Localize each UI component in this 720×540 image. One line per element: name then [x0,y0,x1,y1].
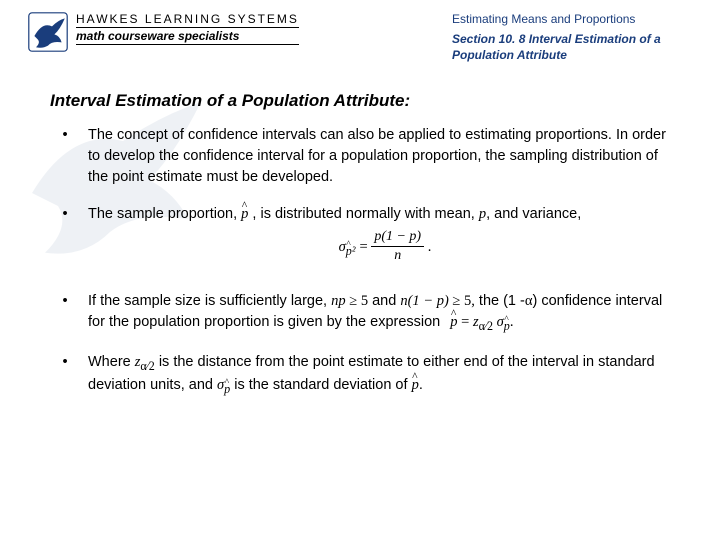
sigma-symbol: σp² [339,239,356,255]
section-label: Section 10. 8 Interval Estimation of a P… [452,32,692,63]
bullet-text-4: Where zα⁄2 is the distance from the poin… [88,352,682,399]
text-frag: , is distributed normally with mean, [248,206,478,222]
text-frag: The sample proportion, [88,206,241,222]
ci-expression: p = zα⁄2 σp. [450,314,513,330]
cond1: np ≥ 5 [331,293,368,309]
equals: = [360,239,372,255]
bullet-dot: • [60,291,70,335]
p-hat-symbol: p [412,375,419,396]
hawk-logo-icon [28,12,68,52]
p-hat-symbol: p [241,204,248,225]
variance-formula: σp² = p(1 − p) n . [88,229,682,265]
slide-title: Interval Estimation of a Population Attr… [50,91,682,111]
denominator: n [371,247,424,265]
slide-content: Interval Estimation of a Population Attr… [0,71,720,398]
bullet-dot: • [60,352,70,399]
bullet-text-2: The sample proportion, p , is distribute… [88,204,682,275]
numerator: p(1 − p) [371,229,424,247]
brand-line2: math courseware specialists [76,27,299,45]
chapter-topic: Estimating Means and Proportions [452,12,692,26]
text-frag: Where [88,354,135,370]
fraction: p(1 − p) n [371,229,424,265]
brand-block: HAWKES LEARNING SYSTEMS math courseware … [76,12,299,45]
bullet-dot: • [60,204,70,275]
header-left: HAWKES LEARNING SYSTEMS math courseware … [28,12,299,63]
bullet-dot: • [60,125,70,188]
brand-line1: HAWKES LEARNING SYSTEMS [76,12,299,26]
header-right: Estimating Means and Proportions Section… [452,12,692,63]
list-item: • If the sample size is sufficiently lar… [60,291,682,335]
bullet-text-1: The concept of confidence intervals can … [88,125,682,188]
bullet-list: • The concept of confidence intervals ca… [60,125,682,398]
list-item: • The sample proportion, p , is distribu… [60,204,682,275]
list-item: • The concept of confidence intervals ca… [60,125,682,188]
text-frag: the (1 - [475,293,525,309]
list-item: • Where zα⁄2 is the distance from the po… [60,352,682,399]
text-frag: , and variance, [486,206,581,222]
sigma: σ [339,239,346,255]
text-frag: is the standard deviation of [230,377,411,393]
z-alpha2: zα⁄2 [135,354,155,370]
bullet-text-3: If the sample size is sufficiently large… [88,291,682,335]
sigma-phat: σp [217,377,230,393]
text-frag: If the sample size is sufficiently large… [88,293,331,309]
text-frag: and [368,293,400,309]
cond2: n(1 − p) ≥ 5, [400,293,475,309]
slide-header: HAWKES LEARNING SYSTEMS math courseware … [0,0,720,71]
